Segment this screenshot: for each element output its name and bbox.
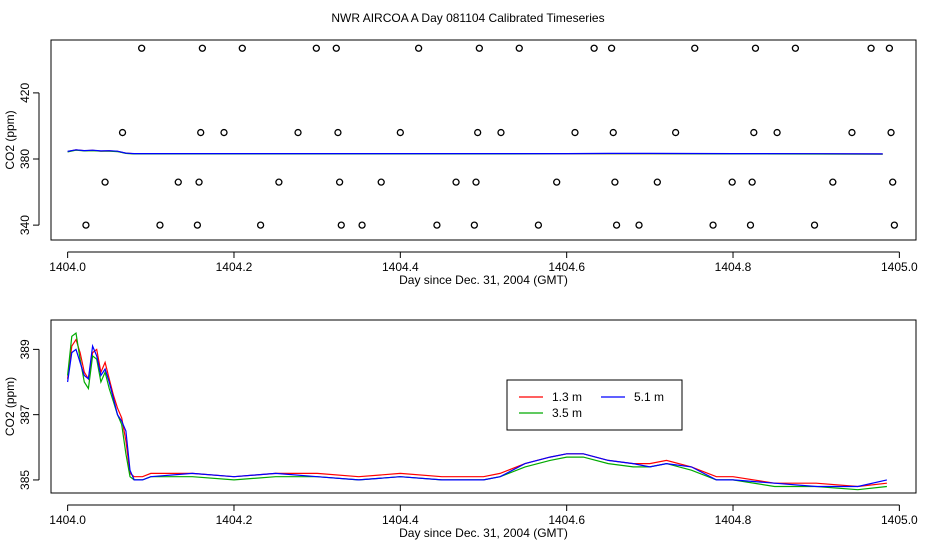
y-axis-label: CO2 (ppm) [3, 377, 17, 436]
data-point [377, 178, 385, 186]
data-point [607, 44, 616, 52]
data-point [590, 44, 598, 52]
data-point [750, 128, 758, 137]
data-point [671, 128, 680, 137]
legend-box [506, 379, 683, 431]
panel-1: 1404.0 1404.2 1404.4 1404.6 1404.8 1405.0 Day … [3, 39, 918, 287]
data-point [791, 44, 800, 52]
data-point [612, 221, 621, 229]
data-point [396, 128, 404, 137]
data-point [332, 44, 340, 52]
data-point [452, 178, 460, 186]
panel-2: 1404.0 1404.2 1404.4 1404.6 1404.8 1405.0 Day … [3, 319, 918, 540]
data-point [848, 128, 856, 137]
data-point [867, 44, 875, 52]
data-point [497, 128, 505, 137]
data-point [337, 221, 345, 229]
data-point [156, 221, 164, 229]
data-point [709, 221, 717, 229]
data-point [890, 221, 899, 229]
data-point [414, 44, 423, 52]
data-point [534, 221, 543, 229]
data-point [474, 128, 482, 137]
y-tick-label: 420 [18, 83, 32, 103]
legend-label: 1.3 m [552, 390, 582, 404]
data-point [193, 221, 202, 229]
x-tick-label: 1404.4 [382, 513, 419, 527]
data-point [571, 128, 579, 137]
data-point [746, 221, 755, 229]
data-point [611, 178, 619, 186]
legend-label: 3.5 m [552, 406, 582, 420]
data-point [197, 128, 205, 137]
data-point [691, 44, 699, 52]
data-point [889, 178, 897, 186]
data-point [810, 221, 819, 229]
x-tick-label: 1404.0 [49, 513, 86, 527]
data-point [118, 128, 127, 137]
data-point [728, 178, 736, 186]
x-axis-label: Day since Dec. 31, 2004 (GMT) [399, 273, 568, 287]
y-tick-label: 340 [18, 215, 32, 235]
data-point [312, 44, 320, 52]
data-point [82, 221, 90, 229]
data-point [433, 221, 441, 229]
x-tick-label: 1404.8 [715, 260, 752, 274]
data-point [335, 178, 344, 186]
data-point [470, 221, 479, 229]
x-tick-label: 1405.0 [881, 260, 918, 274]
y-tick-label: 385 [18, 470, 32, 490]
x-tick-label: 1404.6 [548, 260, 585, 274]
x-tick-label: 1404.4 [382, 260, 419, 274]
legend: 1.3 m 3.5 m 5.1 m [506, 379, 683, 431]
data-point [748, 178, 756, 186]
data-point [472, 178, 480, 186]
x-axis-label: Day since Dec. 31, 2004 (GMT) [399, 526, 568, 540]
data-point [609, 128, 617, 137]
data-point [275, 178, 283, 186]
chart-title: NWR AIRCOA A Day 081104 Calibrated Times… [331, 11, 604, 25]
plot-frame [50, 39, 917, 241]
y-tick-label: 389 [18, 339, 32, 359]
series-line-2 [67, 332, 887, 491]
data-point [138, 44, 146, 52]
x-tick-label: 1404.8 [715, 513, 752, 527]
data-point [773, 128, 781, 137]
data-point [294, 128, 302, 137]
x-tick-label: 1405.0 [881, 513, 918, 527]
data-point [220, 128, 228, 137]
data-point [334, 128, 342, 137]
data-point [887, 128, 895, 137]
plot-frame [50, 319, 917, 494]
data-point [195, 178, 203, 186]
x-tick-label: 1404.6 [548, 513, 585, 527]
data-point [238, 44, 246, 52]
series-line-3 [67, 343, 888, 488]
series-line-3 [67, 149, 883, 155]
y-tick-label: 387 [18, 404, 32, 424]
data-point [553, 178, 561, 186]
data-point [751, 44, 760, 52]
data-point [101, 178, 109, 186]
data-point [635, 221, 643, 229]
y-axis-label: CO2 (ppm) [3, 110, 17, 169]
data-point [653, 178, 661, 186]
x-tick-label: 1404.2 [216, 513, 253, 527]
x-tick-label: 1404.2 [216, 260, 253, 274]
series-line-1 [67, 338, 887, 488]
data-point [174, 178, 182, 186]
legend-label: 5.1 m [634, 390, 664, 404]
y-tick-label: 380 [18, 149, 32, 169]
x-tick-label: 1404.0 [49, 260, 86, 274]
data-point [829, 178, 837, 186]
data-point [256, 221, 265, 229]
data-point [475, 44, 483, 52]
data-point [358, 221, 366, 229]
data-point [885, 44, 894, 52]
data-point [198, 44, 207, 52]
data-point [515, 44, 523, 52]
